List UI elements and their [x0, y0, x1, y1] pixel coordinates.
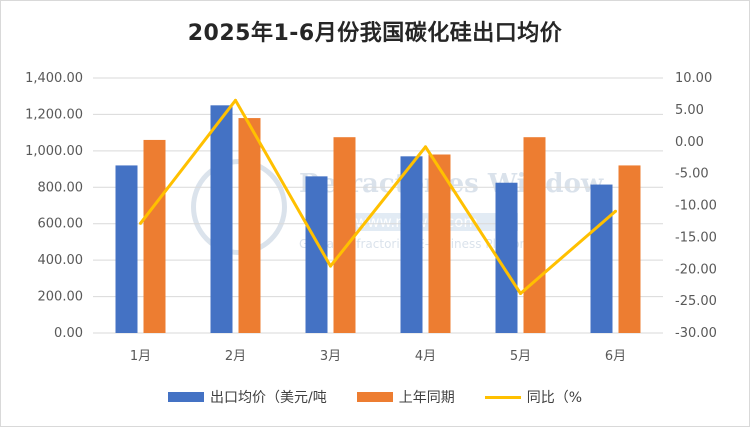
x-tick-label: 6月	[605, 349, 626, 364]
bar-last-year	[333, 137, 356, 333]
yoy-point	[424, 145, 427, 149]
right-tick-label: 0.00	[675, 135, 704, 150]
right-tick-label: -10.00	[675, 199, 717, 214]
right-axis-ticks: -30.00 -25.00 -20.00 -15.00 -10.00 -5.00 0.00 5…	[675, 71, 717, 341]
right-tick-label: 5.00	[675, 103, 704, 118]
left-tick-label: 800.00	[38, 180, 84, 195]
yoy-line	[139, 98, 617, 295]
left-tick-label: 1,000.00	[25, 144, 83, 159]
bar-last-year	[523, 137, 546, 333]
legend-label-yoy: 同比（%	[526, 390, 583, 406]
x-tick-label: 3月	[320, 349, 341, 364]
legend-label-export-price: 出口均价（美元/吨	[209, 390, 327, 406]
left-axis-ticks: 0.00 200.00 400.00 600.00 800.00 1,000.00 1,20…	[25, 71, 83, 341]
legend-item-last-year: 上年同期	[356, 387, 455, 407]
bar-export-price	[305, 176, 328, 333]
plot-area: 0.00 200.00 400.00 600.00 800.00 1,000.00 1,20…	[25, 71, 717, 364]
bar-export-price	[400, 156, 423, 333]
right-tick-label: -15.00	[675, 230, 717, 245]
yoy-point	[139, 221, 142, 225]
left-tick-label: 200.00	[38, 290, 84, 305]
bar-last-year	[618, 165, 641, 333]
yoy-point	[519, 291, 522, 295]
left-tick-label: 0.00	[54, 326, 83, 341]
bar-last-year	[238, 118, 261, 333]
legend-swatch-export-price	[167, 392, 204, 402]
x-tick-label: 4月	[415, 349, 436, 364]
left-tick-label: 400.00	[38, 253, 84, 268]
gridlines	[93, 77, 663, 334]
legend-item-yoy: 同比（%	[484, 387, 583, 407]
right-tick-label: -20.00	[675, 262, 717, 277]
bar-export-price	[210, 105, 233, 333]
legend-label-last-year: 上年同期	[398, 390, 455, 406]
right-tick-label: -30.00	[675, 326, 717, 341]
chart-title: 2025年1-6月份我国碳化硅出口均价	[187, 21, 563, 46]
left-tick-label: 1,200.00	[25, 107, 83, 122]
x-axis-ticks: 1月 2月 3月 4月 5月 6月	[130, 349, 626, 364]
yoy-point	[234, 98, 237, 102]
legend: 出口均价（美元/吨 上年同期 同比（%	[1, 387, 749, 407]
right-tick-label: 10.00	[675, 71, 712, 86]
legend-item-export-price: 出口均价（美元/吨	[167, 387, 327, 407]
bar-last-year	[143, 139, 166, 333]
x-tick-label: 2月	[225, 349, 246, 364]
left-tick-label: 1,400.00	[25, 71, 83, 86]
yoy-point	[329, 264, 332, 268]
bar-export-price	[115, 165, 138, 333]
bar-export-price	[590, 184, 613, 333]
right-tick-label: -5.00	[675, 167, 709, 182]
right-tick-label: -25.00	[675, 294, 717, 309]
x-tick-label: 5月	[510, 349, 531, 364]
bars	[115, 105, 641, 333]
legend-swatch-yoy	[484, 395, 521, 399]
bar-last-year	[428, 154, 451, 333]
x-tick-label: 1月	[130, 349, 151, 364]
yoy-line-series	[139, 98, 617, 295]
left-tick-label: 600.00	[38, 217, 84, 232]
yoy-point	[614, 209, 617, 213]
legend-swatch-last-year	[356, 392, 393, 402]
bar-export-price	[495, 182, 518, 333]
